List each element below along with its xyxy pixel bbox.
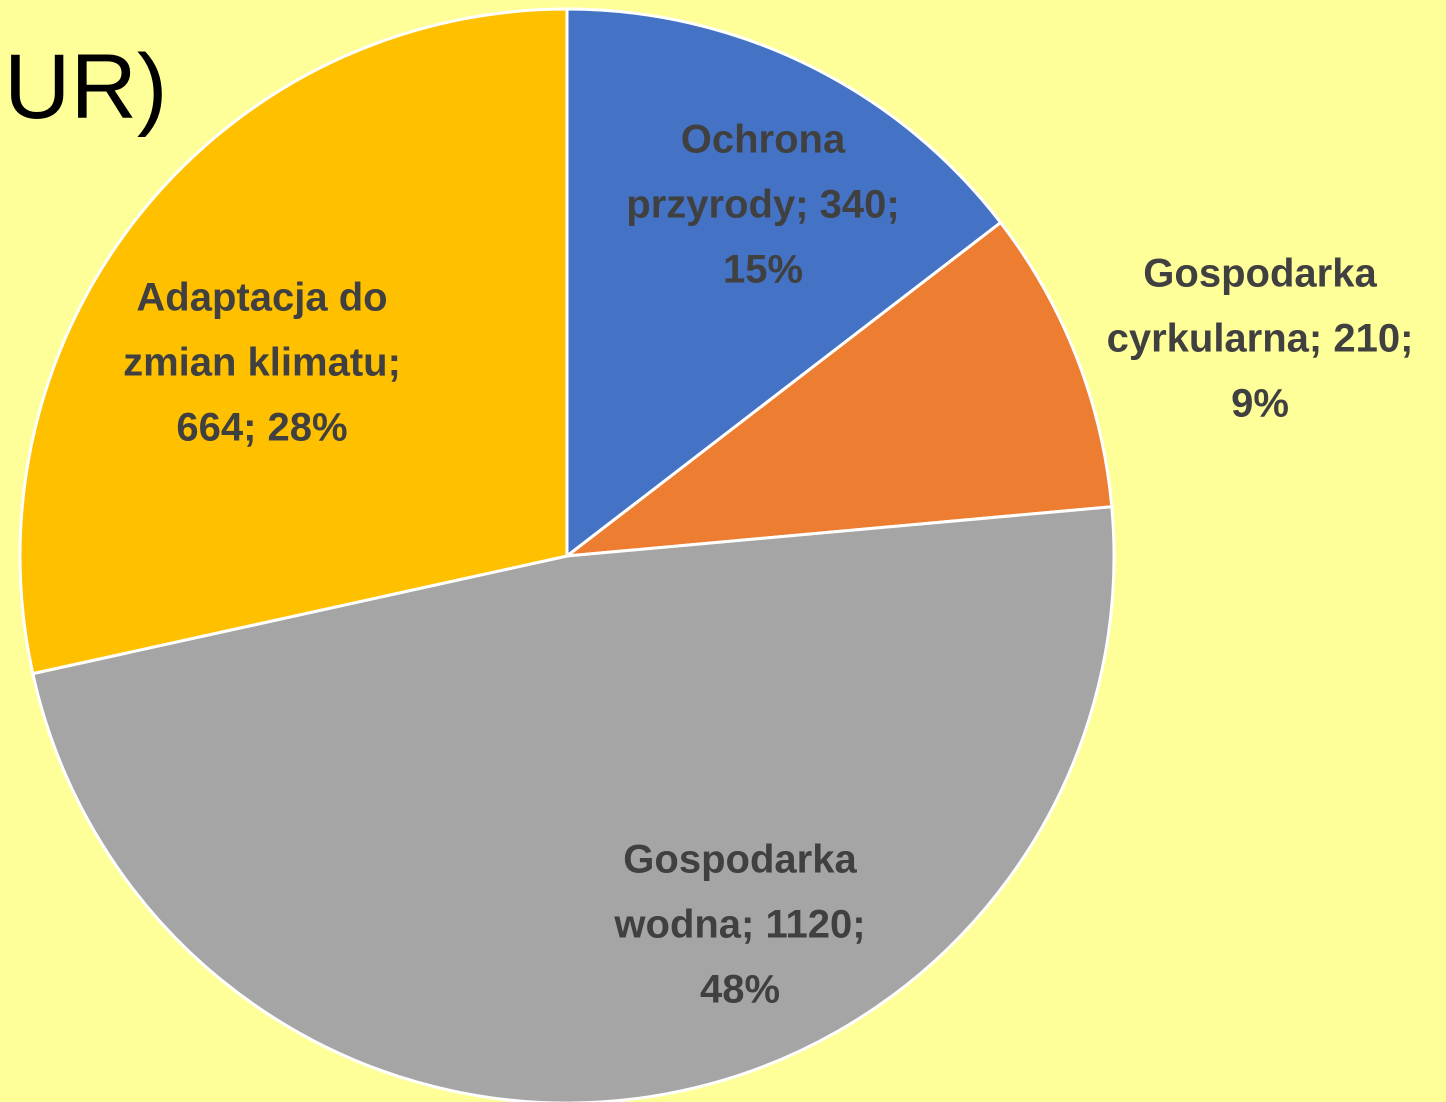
- pie-slice: [31, 505, 1116, 1102]
- data-label: 9%: [1231, 382, 1289, 426]
- data-label: Ochrona: [681, 118, 846, 162]
- data-label: 48%: [700, 968, 780, 1012]
- data-label: zmian klimatu;: [123, 341, 401, 385]
- data-label: 15%: [723, 248, 803, 292]
- data-label: przyrody; 340;: [626, 183, 899, 227]
- pie-slice: [561, 220, 1114, 558]
- pie-slice: [18, 7, 569, 676]
- data-label: 664; 28%: [176, 406, 347, 450]
- pie-slice: [565, 7, 1003, 560]
- data-label: Gospodarka: [1143, 252, 1377, 296]
- data-label: Gospodarka: [623, 838, 857, 882]
- data-label: cyrkularna; 210;: [1107, 317, 1414, 361]
- chart-title: UR): [4, 36, 168, 138]
- data-label: wodna; 1120;: [613, 903, 865, 947]
- pie: [18, 7, 1116, 1102]
- data-label: Adaptacja do: [136, 276, 387, 320]
